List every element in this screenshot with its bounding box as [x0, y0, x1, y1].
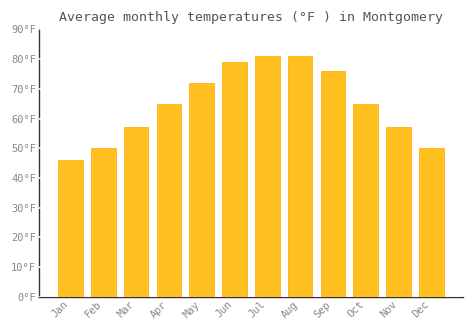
Bar [320, 71, 345, 297]
Bar [222, 62, 247, 297]
Bar [354, 104, 378, 297]
Bar [419, 148, 444, 297]
Bar [386, 127, 411, 297]
Bar [190, 83, 214, 297]
Bar [124, 127, 148, 297]
Bar [58, 160, 83, 297]
Bar [91, 148, 116, 297]
Bar [156, 104, 181, 297]
Bar [255, 56, 280, 297]
Bar [288, 56, 312, 297]
Title: Average monthly temperatures (°F ) in Montgomery: Average monthly temperatures (°F ) in Mo… [59, 11, 443, 24]
